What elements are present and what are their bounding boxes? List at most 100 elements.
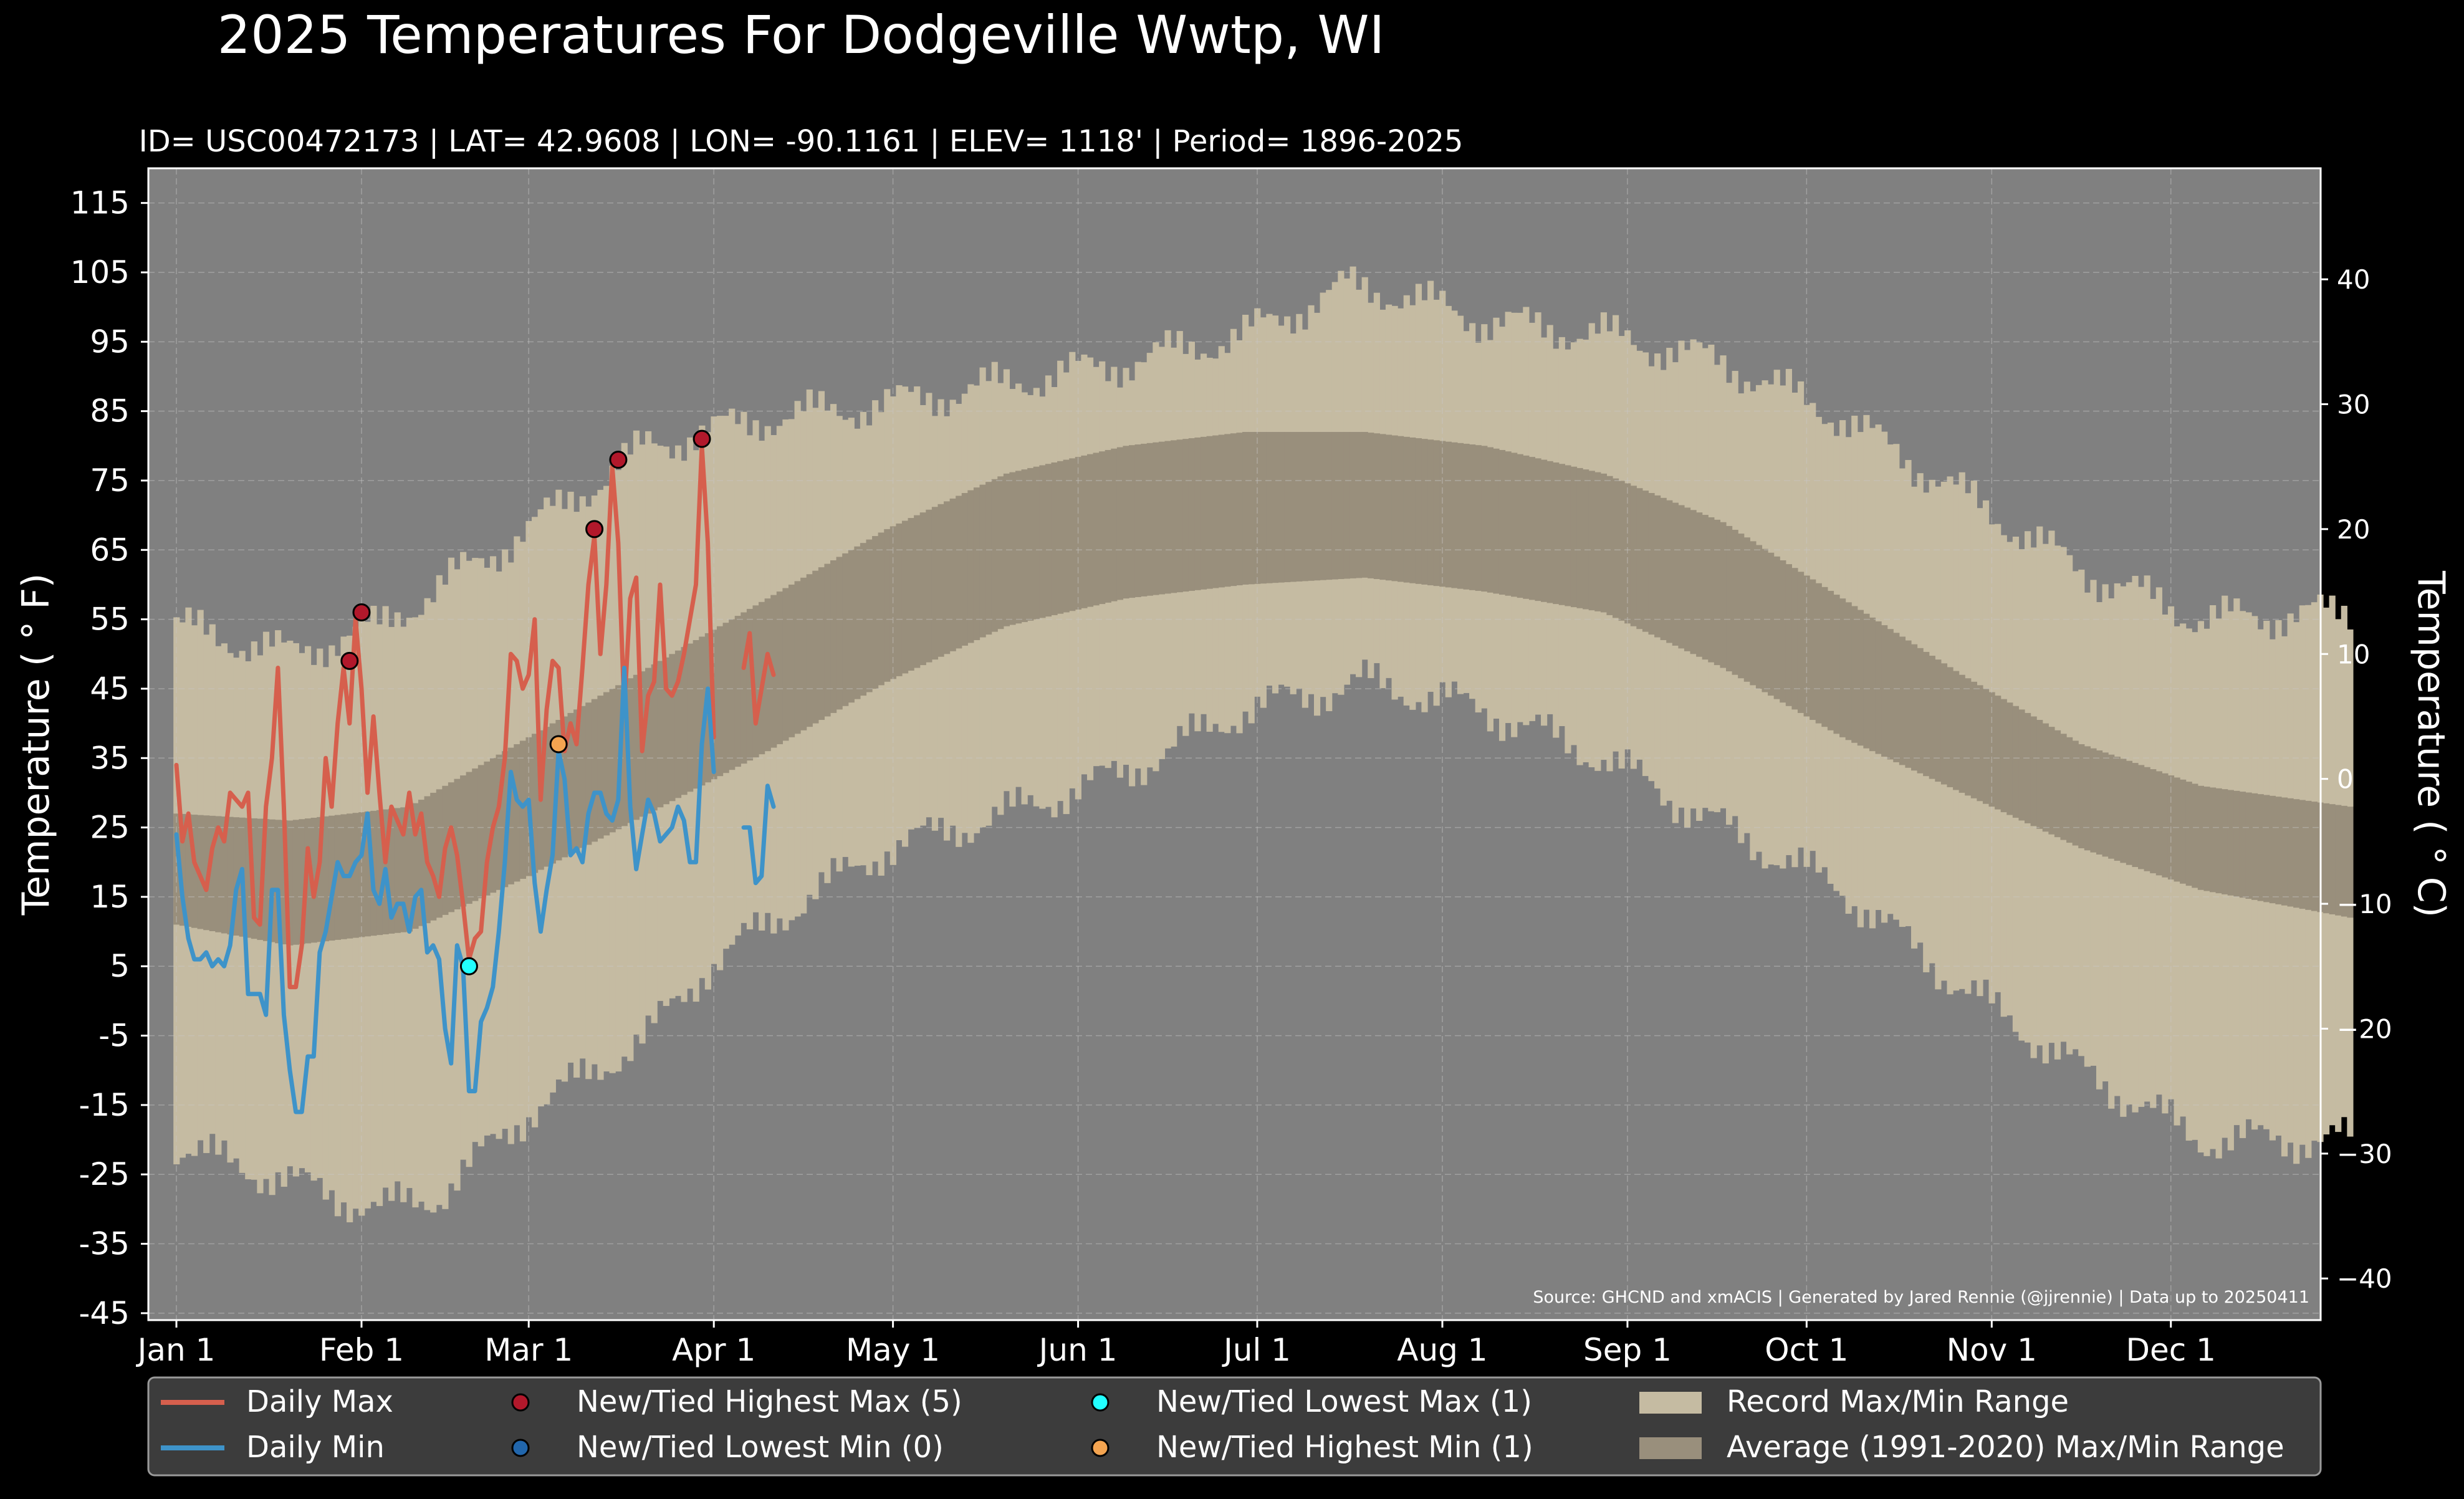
average-range-bar (1857, 610, 1864, 746)
average-range-bar (848, 550, 855, 703)
y-right-tick-label: 20 (2337, 514, 2370, 545)
average-range-bar (884, 529, 891, 682)
average-range-bar (514, 744, 520, 882)
average-range-bar (1266, 432, 1273, 583)
x-tick-label: Apr 1 (672, 1332, 755, 1368)
x-axis-ticks: Jan 1 Feb 1 Mar 1 Apr 1 May 1 Jun 1 Jul 1 Aug 1… (136, 1320, 2216, 1368)
average-range-bar (1230, 433, 1237, 587)
average-range-bar (1063, 459, 1070, 613)
average-range-bar (1116, 447, 1124, 600)
average-range-bar (806, 574, 813, 727)
average-range-bar (448, 782, 455, 912)
average-range-bar (2036, 720, 2043, 829)
legend-highest-min-marker (1091, 1439, 1110, 1457)
average-range-bar (1498, 449, 1506, 595)
average-range-bar (1558, 464, 1565, 605)
y-axis-right-label: Temperature ( ° C) (2409, 570, 2453, 917)
average-range-bar (681, 647, 688, 795)
average-range-bar (2006, 702, 2013, 815)
average-range-bar (2347, 807, 2354, 918)
x-tick-label: May 1 (846, 1332, 940, 1368)
legend-box (147, 1376, 2322, 1477)
average-range-bar (573, 709, 580, 851)
average-range-bar (1672, 502, 1679, 646)
average-range-bar (1445, 441, 1452, 588)
average-range-bar (2096, 750, 2103, 855)
average-range-bar (1600, 473, 1608, 613)
x-tick-label: Oct 1 (1765, 1332, 1848, 1368)
average-range-bar (687, 643, 694, 792)
average-range-bar (1648, 493, 1655, 635)
average-range-bar (716, 626, 724, 777)
average-range-bar (2227, 790, 2234, 896)
average-range-bar (1463, 443, 1470, 590)
average-range-bar (896, 523, 903, 676)
average-range-bar (1702, 515, 1709, 660)
average-range-bar (663, 657, 669, 805)
average-range-bar (388, 808, 395, 934)
y-right-tick-label: −40 (2337, 1263, 2392, 1294)
average-range-bar (1188, 438, 1195, 591)
average-range-bar (651, 664, 658, 811)
average-range-bar (2203, 787, 2210, 891)
average-range-bar (961, 493, 968, 646)
average-range-bar (2269, 795, 2276, 904)
average-range-bar (2084, 746, 2091, 851)
average-range-bar (627, 678, 634, 823)
average-range-bar (633, 674, 640, 820)
average-range-bar (544, 727, 550, 867)
average-range-bar (2144, 767, 2150, 871)
y-tick-label: 115 (70, 185, 130, 221)
average-range-bar (973, 487, 980, 641)
average-range-bar (1618, 481, 1625, 621)
y-right-tick-label: −30 (2337, 1139, 2392, 1169)
average-range-bar (1910, 644, 1918, 771)
average-range-bar (299, 819, 305, 944)
average-range-bar (1570, 466, 1578, 608)
average-range-bar (2233, 790, 2240, 897)
average-range-bar (1158, 441, 1166, 595)
average-range-bar (317, 817, 324, 942)
source-note: Source: GHCND and xmACIS | Generated by … (1533, 1288, 2309, 1307)
average-range-bar (1182, 439, 1189, 592)
average-range-bar (1045, 464, 1052, 617)
average-range-bar (418, 800, 425, 926)
average-range-bar (567, 712, 574, 855)
new-highest-max-marker (340, 651, 359, 670)
average-range-bar (818, 567, 825, 721)
legend-average-range-swatch (1639, 1437, 1702, 1459)
daily-min-line (741, 783, 776, 886)
average-range-bar (1075, 457, 1081, 610)
average-range-bar (221, 817, 228, 934)
average-range-bar (699, 636, 706, 786)
average-range-bar (430, 792, 437, 921)
average-range-bar (1839, 598, 1846, 737)
average-range-bar (1057, 461, 1064, 614)
average-range-bar (2120, 759, 2127, 863)
average-range-bar (215, 816, 222, 932)
average-range-bar (1272, 432, 1279, 583)
average-range-bar (949, 498, 956, 651)
average-range-bar (1141, 443, 1148, 596)
average-range-bar (746, 608, 754, 761)
average-range-bar (1379, 434, 1386, 580)
average-range-bar (364, 811, 371, 937)
average-range-bar (1576, 467, 1583, 608)
average-range-bar (860, 543, 867, 696)
average-range-bar (1290, 432, 1297, 582)
average-range-bar (669, 654, 676, 802)
average-range-bar (1385, 434, 1393, 581)
average-range-bar (1099, 451, 1106, 605)
average-range-bar (2180, 779, 2187, 884)
average-range-bar (1977, 685, 1983, 802)
average-range-bar (1624, 483, 1631, 624)
average-range-bar (926, 509, 932, 663)
average-range-bar (1953, 671, 1960, 790)
average-range-bar (1881, 625, 1888, 757)
average-range-bar (1636, 488, 1643, 630)
legend-record-range-swatch (1639, 1392, 1702, 1414)
average-range-bar (901, 520, 909, 674)
average-range-bar (1893, 633, 1900, 762)
average-range-bar (269, 819, 276, 942)
average-range-bar (1762, 548, 1768, 692)
